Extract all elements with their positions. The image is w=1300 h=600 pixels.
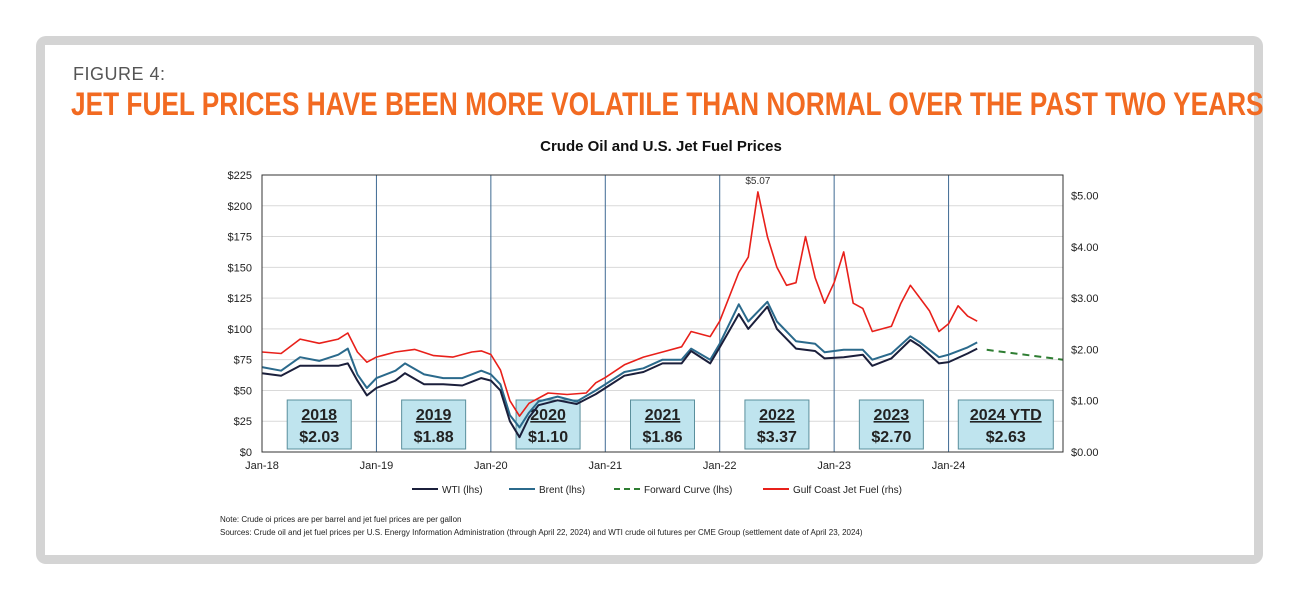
year-box-bg <box>286 399 352 450</box>
x-tick-label: Jan-23 <box>817 460 851 472</box>
y-left-tick-label: $25 <box>234 416 252 428</box>
year-box-bg <box>744 399 810 450</box>
figure-label: FIGURE 4: <box>73 64 166 84</box>
legend-label: WTI (lhs) <box>442 485 483 496</box>
year-box-year: 2023 <box>874 407 910 424</box>
chart-title: Crude Oil and U.S. Jet Fuel Prices <box>540 138 782 155</box>
y-right-tick-label: $5.00 <box>1071 191 1099 203</box>
y-left-tick-label: $100 <box>228 324 252 336</box>
y-left-tick-label: $0 <box>240 447 252 459</box>
figure-card <box>45 45 1254 555</box>
year-box-year: 2022 <box>759 407 795 424</box>
x-tick-label: Jan-24 <box>932 460 966 472</box>
y-left-tick-label: $75 <box>234 355 252 367</box>
year-box-price: $1.10 <box>528 429 568 446</box>
series-line-3 <box>261 191 978 417</box>
y-left-tick-label: $50 <box>234 385 252 397</box>
year-box-bg <box>401 399 467 450</box>
year-box-price: $2.63 <box>986 429 1026 446</box>
legend-label: Brent (lhs) <box>539 485 585 496</box>
year-box-price: $2.03 <box>299 429 339 446</box>
series-line-0 <box>261 305 978 439</box>
year-box-price: $1.86 <box>642 429 682 446</box>
year-box: 2019 $1.88 <box>401 399 467 450</box>
year-box-year: 2020 <box>530 407 566 424</box>
y-left-tick-label: $150 <box>228 262 252 274</box>
y-right-tick-label: $3.00 <box>1071 293 1099 305</box>
y-left-tick-label: $175 <box>228 232 252 244</box>
year-boxes: 2018 $2.03 2019 $1.88 2020 $1.10 2021 $1.86 2022… <box>286 399 1054 450</box>
chart-sources: Sources: Crude oil and jet fuel prices p… <box>220 528 863 537</box>
year-box-price: $1.88 <box>414 429 454 446</box>
year-box: 2023 $2.70 <box>858 399 924 450</box>
y-left-tick-label: $225 <box>228 170 252 182</box>
year-box: 2022 $3.37 <box>744 399 810 450</box>
x-tick-label: Jan-22 <box>703 460 737 472</box>
y-right-tick-label: $1.00 <box>1071 396 1099 408</box>
series-lines <box>261 191 1064 439</box>
y-left-tick-label: $200 <box>228 201 252 213</box>
plot-border <box>261 174 1064 453</box>
y-right-tick-label: $0.00 <box>1071 447 1099 459</box>
year-box: 2020 $1.10 <box>515 399 581 450</box>
legend-label: Gulf Coast Jet Fuel (rhs) <box>793 485 902 496</box>
axes: $0 $25 $50 $75 $100 $125 $150 $175 $200 $225 $0.00… <box>228 170 1099 472</box>
peak-annotation: $5.07 <box>745 176 770 187</box>
year-box: 2021 $1.86 <box>630 399 695 450</box>
year-box-bg <box>957 399 1054 450</box>
x-tick-label: Jan-18 <box>245 460 279 472</box>
year-box-year: 2021 <box>645 407 681 424</box>
series-line-2 <box>986 348 1064 361</box>
year-box-year: 2018 <box>301 407 337 424</box>
year-box-bg <box>858 399 924 450</box>
x-tick-label: Jan-19 <box>360 460 394 472</box>
year-box: 2018 $2.03 <box>286 399 352 450</box>
chart-note: Note: Crude oi prices are per barrel and… <box>220 515 462 524</box>
year-box: 2024 YTD $2.63 <box>957 399 1054 450</box>
year-box-price: $3.37 <box>757 429 797 446</box>
legend-label: Forward Curve (lhs) <box>644 485 732 496</box>
year-box-year: 2024 YTD <box>970 407 1042 424</box>
y-left-tick-label: $125 <box>228 293 252 305</box>
y-right-tick-label: $4.00 <box>1071 242 1099 254</box>
series-line-1 <box>261 300 978 429</box>
x-tick-label: Jan-21 <box>588 460 622 472</box>
legend: WTI (lhs) Brent (lhs) Forward Curve (lhs) G… <box>412 485 902 496</box>
year-box-bg <box>630 399 695 450</box>
year-box-price: $2.70 <box>871 429 911 446</box>
y-right-tick-label: $2.00 <box>1071 344 1099 356</box>
x-tick-label: Jan-20 <box>474 460 508 472</box>
year-box-year: 2019 <box>416 407 452 424</box>
